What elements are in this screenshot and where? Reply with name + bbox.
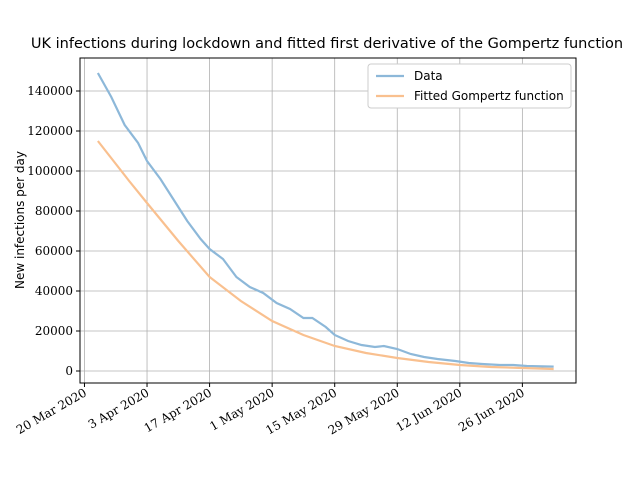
- legend-label: Data: [414, 69, 443, 83]
- chart-title: UK infections during lockdown and fitted…: [31, 36, 623, 52]
- legend-label: Fitted Gompertz function: [414, 89, 564, 103]
- legend: Data Fitted Gompertz function: [367, 63, 572, 109]
- x-tick-label: 29 May 2020: [326, 385, 402, 437]
- y-tick-label: 100000: [27, 164, 73, 178]
- y-tick-label: 140000: [27, 84, 73, 98]
- y-tick-label: 0: [65, 364, 73, 378]
- x-tick-label: 26 Jun 2020: [456, 385, 527, 434]
- y-tick-label: 80000: [35, 204, 73, 218]
- data-line: [97, 140, 554, 371]
- legend-box: [367, 63, 572, 109]
- y-tick-label: 60000: [35, 244, 73, 258]
- x-tick-label: 17 Apr 2020: [142, 385, 214, 435]
- plot-frame: [79, 57, 577, 384]
- y-tick-label: 40000: [35, 284, 73, 298]
- x-tick-label: 12 Jun 2020: [393, 385, 464, 434]
- x-tick-label: 20 Mar 2020: [14, 385, 89, 436]
- y-tick-label: 20000: [35, 324, 73, 338]
- y-tick-label: 120000: [27, 124, 73, 138]
- y-axis-label: New infections per day: [13, 151, 27, 289]
- data-line: [96, 72, 554, 368]
